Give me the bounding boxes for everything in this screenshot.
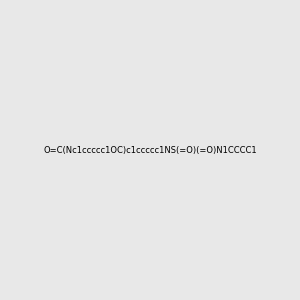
Text: O=C(Nc1ccccc1OC)c1ccccc1NS(=O)(=O)N1CCCC1: O=C(Nc1ccccc1OC)c1ccccc1NS(=O)(=O)N1CCCC… bbox=[43, 146, 257, 154]
